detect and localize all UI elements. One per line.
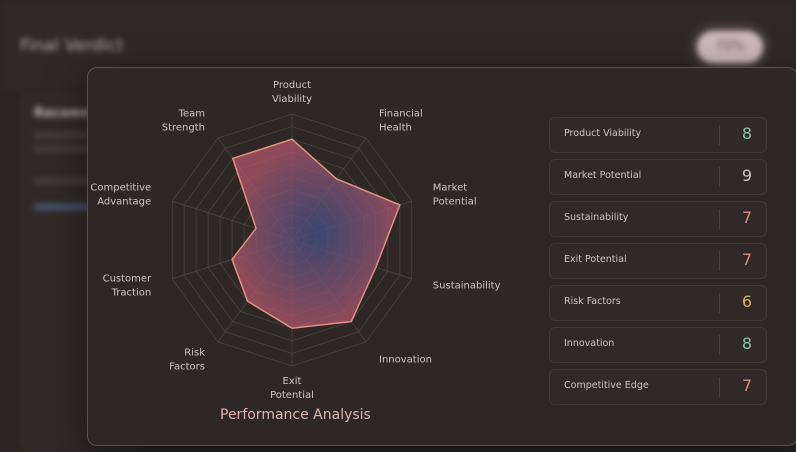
score-row: Exit Potential 7 [549, 243, 767, 279]
score-label: Sustainability [564, 212, 629, 223]
score-divider [719, 293, 720, 313]
radar-axis-labels: Product Viability Financial Health Market Pot… [90, 80, 500, 401]
performance-modal: Product Viability Financial Health Market Pot… [87, 67, 796, 446]
score-row: Product Viability 8 [549, 117, 767, 153]
score-divider [719, 167, 720, 187]
chart-title: Performance Analysis [220, 407, 371, 423]
radar-axis-label: Customer Traction [103, 274, 152, 299]
radar-axis-label: Financial Health [379, 108, 423, 133]
score-row: Sustainability 7 [549, 201, 767, 237]
score-row: Market Potential 9 [549, 159, 767, 195]
background-text-line [34, 178, 114, 184]
score-value: 7 [741, 208, 752, 227]
score-label: Competitive Edge [564, 380, 649, 391]
radar-chart: Product Viability Financial Health Market Pot… [88, 68, 508, 445]
radar-axis-label: Risk Factors [169, 348, 205, 373]
background-panel-title: Recomm [34, 106, 97, 121]
score-label: Product Viability [564, 128, 642, 139]
score-label: Innovation [564, 338, 615, 349]
score-divider [719, 209, 720, 229]
score-value: 7 [741, 250, 752, 269]
score-value: 8 [741, 124, 752, 143]
background-title: Final Verdict [20, 36, 124, 56]
score-label: Exit Potential [564, 254, 627, 265]
score-value: 8 [741, 334, 752, 353]
radar-axis-label: Product Viability [272, 80, 312, 105]
radar-axis-label: Exit Potential [270, 376, 314, 401]
background-text-line [34, 132, 124, 138]
radar-chart-svg: Product Viability Financial Health Market Pot… [90, 80, 500, 401]
score-value: 9 [741, 166, 752, 185]
score-divider [719, 335, 720, 355]
background-link-line [34, 204, 94, 210]
radar-axis-label: Team Strength [162, 108, 205, 133]
score-value: 7 [741, 376, 752, 395]
radar-series [231, 138, 401, 329]
score-divider [719, 251, 720, 271]
score-row: Risk Factors 6 [549, 285, 767, 321]
radar-axis-label: Competitive Advantage [90, 182, 151, 207]
score-divider [719, 377, 720, 397]
radar-axis-label: Innovation [379, 355, 432, 366]
score-row: Innovation 8 [549, 327, 767, 363]
radar-axis-label: Market Potential [433, 182, 477, 207]
score-divider [719, 125, 720, 145]
background-text-line [34, 146, 104, 152]
score-value: 6 [741, 292, 752, 311]
score-row: Competitive Edge 7 [549, 369, 767, 405]
radar-series-polygon [231, 138, 401, 329]
radar-axis-label: Sustainability [433, 281, 501, 292]
score-list: Product Viability 8 Market Potential 9 S… [549, 117, 767, 411]
score-label: Market Potential [564, 170, 642, 181]
score-label: Risk Factors [564, 296, 621, 307]
background-score-pill: 70% [697, 31, 763, 63]
